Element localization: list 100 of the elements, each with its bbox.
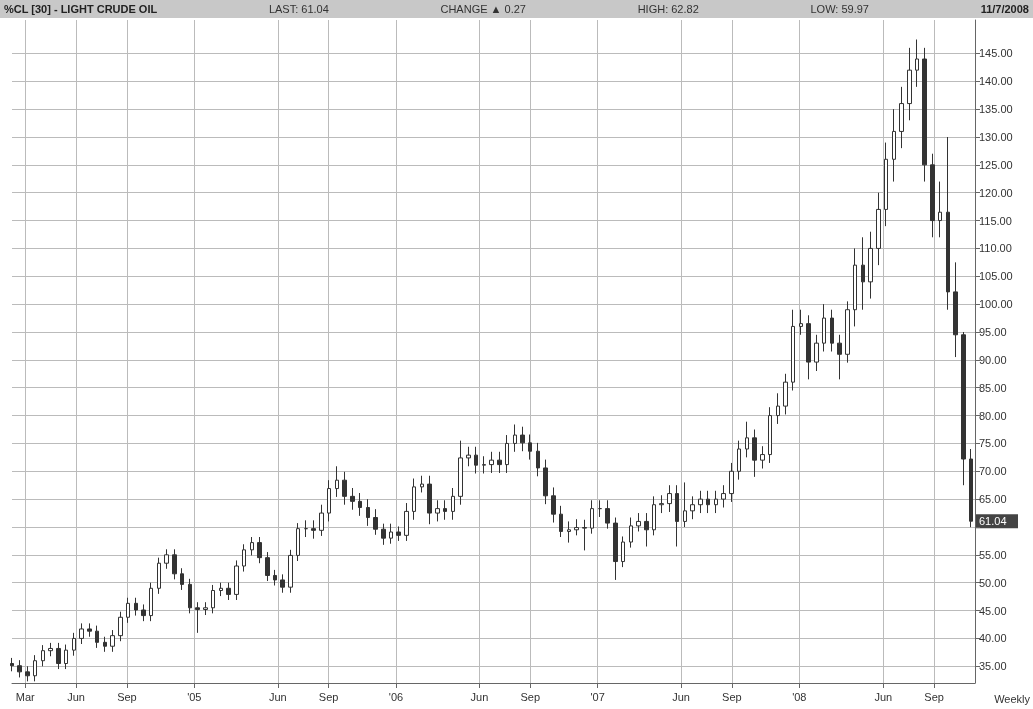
candlestick [327,479,331,522]
candlestick [528,434,532,461]
candlestick [451,487,455,521]
candlestick [311,519,316,540]
y-tick-label: 90.00 [979,353,1007,366]
candlestick [304,519,308,538]
text: Weekly [994,693,1030,705]
candlestick [791,309,795,391]
candlestick [195,601,200,634]
candlestick [946,136,950,311]
x-tick-label: Jun [874,690,893,703]
x-tick-label: '06 [388,690,404,703]
y-tick-label: 120.00 [979,186,1013,199]
y-tick-label: 130.00 [979,131,1013,143]
candlestick [621,535,625,568]
x-tick-label: Sep [722,690,742,703]
candlestick [427,475,432,525]
candlestick [389,523,393,545]
y-tick-label: 105.00 [979,270,1013,283]
candlestick [938,181,942,238]
candlestick [536,442,540,477]
candlestick [48,642,53,657]
candlestick [118,611,123,642]
candlestick [466,446,471,467]
candlestick [706,490,710,514]
candlestick [203,601,208,616]
candlestick [72,632,76,657]
candlestick [242,543,246,573]
y-tick-label: 135.00 [979,103,1013,116]
candlestick [350,487,355,511]
text: LOW: 59.97 [810,3,869,15]
candlestick [683,481,687,528]
candlestick [752,429,757,478]
x-tick-label: '05 [187,690,202,703]
x-tick-label: Jun [672,690,690,703]
y-tick-label: 110.00 [979,242,1012,255]
candlestick [296,522,300,562]
y-tick-label: 45.00 [979,604,1007,617]
candlestick [404,502,409,542]
candlestick [41,644,45,667]
candlestick [652,495,656,536]
candlestick [892,108,896,183]
candlestick [806,314,811,380]
candlestick [126,597,130,624]
candlestick [335,465,339,498]
candlestick [180,567,184,591]
candlestick [667,484,672,513]
annotation: 61.04 [979,515,1007,528]
candlestick [690,495,695,520]
candlestick [590,499,594,535]
candlestick [822,303,826,352]
candlestick [164,548,169,570]
text: CHANGE ▲ 0.27 [440,3,526,15]
candlestick [273,569,277,586]
candlestick [373,508,378,536]
x-tick-label: Jun [470,690,489,703]
candlestick [366,498,370,527]
candlestick [961,331,966,486]
candlestick [134,597,138,617]
candlestick [582,519,587,551]
text: LAST: 61.04 [268,3,329,15]
candlestick [33,654,37,682]
candlestick [505,434,509,474]
candlestick [412,478,416,521]
candlestick [87,622,92,638]
y-tick-label: 35.00 [979,660,1007,673]
candlestick [381,523,386,546]
candlestick [737,440,741,481]
candlestick [605,499,610,530]
candlestick [396,525,401,542]
y-tick-label: 80.00 [979,409,1007,422]
candlestick [265,551,270,582]
y-tick-label: 65.00 [979,493,1007,506]
candlestick [953,261,958,358]
candlestick [358,492,362,517]
x-tick-label: Mar [15,690,36,703]
x-tick-label: Jun [67,690,85,703]
candlestick [884,142,888,227]
candlestick [876,192,881,266]
candlestick [768,406,772,464]
candlestick [56,642,61,670]
candlestick [149,582,153,622]
candlestick [760,445,765,469]
candlestick [613,517,618,581]
candlestick [280,573,285,594]
candlestick [899,86,904,149]
candlestick [814,334,819,372]
x-tick-label: Jun [268,690,287,703]
x-tick-label: '08 [792,690,807,703]
candlestick [79,622,84,645]
y-tick-label: 95.00 [979,326,1007,338]
candlestick [25,665,30,682]
candlestick [489,451,494,474]
candlestick [64,644,68,670]
candlestick [172,548,177,580]
candlestick [845,300,850,364]
candlestick [675,484,679,547]
candlestick [497,451,502,474]
y-tick-label: 40.00 [979,632,1007,645]
candlestick [714,490,718,514]
